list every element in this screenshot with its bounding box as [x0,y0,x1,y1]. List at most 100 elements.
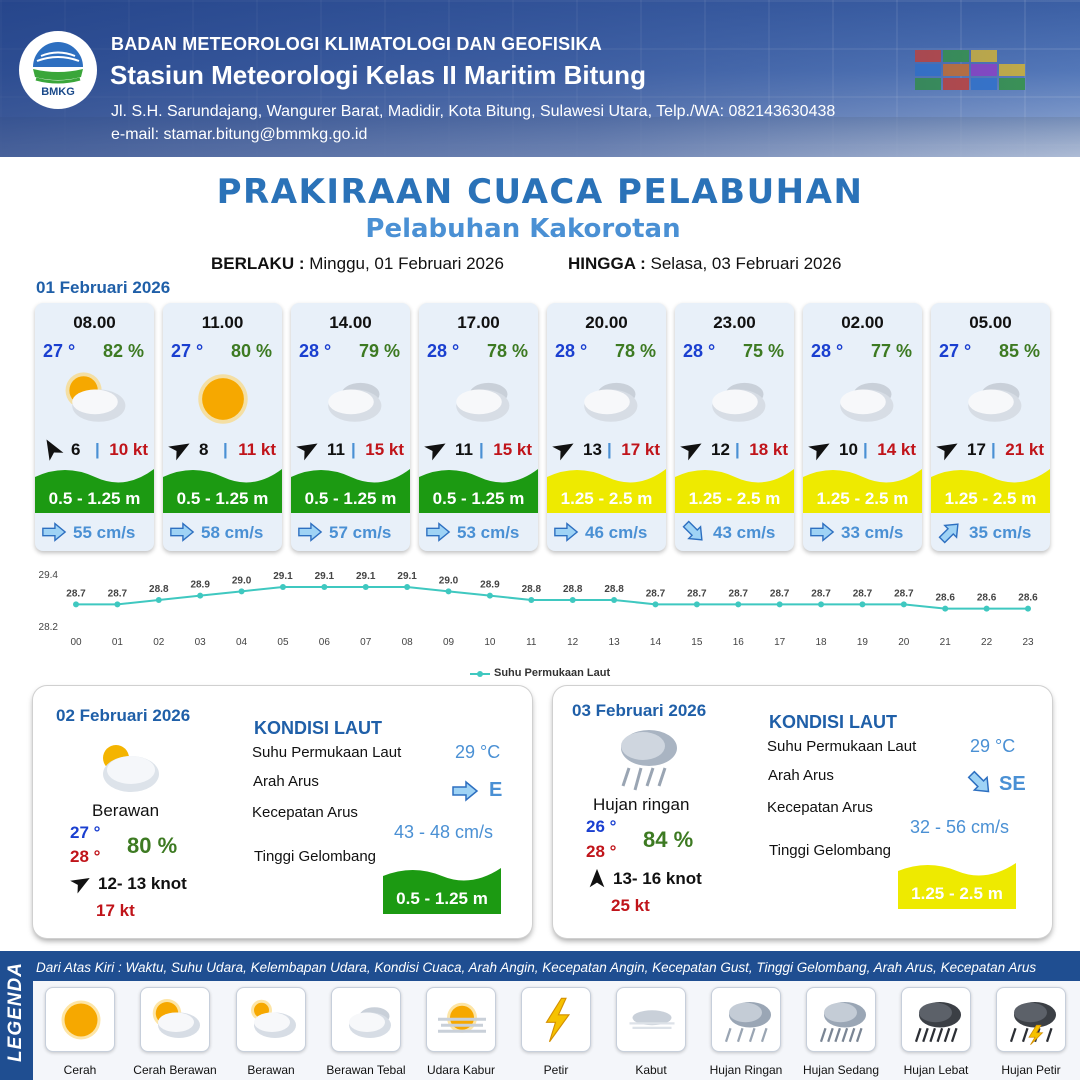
sst-data-point [197,592,204,599]
current-direction-icon [938,523,959,544]
sst-data-label: 28.9 [190,580,210,591]
daily-weather: Hujan ringan [593,795,690,814]
sst-data-label: 28.7 [108,588,128,599]
wind-gust: 10 kt [109,440,148,459]
daily-temp-max: 28 ° [70,847,101,866]
sst-data-label: 28.7 [853,588,873,599]
wind-separator: | [607,440,612,459]
berawan-tebal-icon [584,382,638,422]
wind-speed: 10 [839,440,858,459]
weather-condition [185,367,261,431]
wind-row: 11 | 15 kt [291,437,410,461]
sst-chart: 29.4 28.2 28.7 00 28.7 01 28.8 02 28.9 03 29.0 04 29… [30,560,1050,685]
current-direction-icon [42,522,67,542]
current-row: 35 cm/s [931,519,1050,545]
chart-legend-label: Suhu Permukaan Laut [494,667,611,679]
air-temperature: 28 ° [683,341,716,361]
x-tick-label: 00 [70,637,82,648]
daily-date: 03 Februari 2026 [572,701,707,720]
current-direction-icon [682,520,703,541]
wind-gust: 18 kt [749,440,788,459]
daily-temp-min: 26 ° [586,817,617,836]
sst-data-label: 29.0 [232,575,252,586]
x-tick-label: 20 [898,637,910,648]
legend-side-label: LEGENDA [5,962,26,1062]
sst-data-point [73,601,79,608]
sst-data-point [776,601,783,608]
wind-direction-icon [70,877,90,894]
sst-data-point [983,605,990,612]
current-direction-value: SE [999,773,1026,795]
legend-item-label: Berawan Tebal [326,1063,406,1077]
legend-item-hujan-sedang [806,987,876,1052]
current-row: 57 cm/s [291,519,410,545]
current-direction-icon [554,522,579,542]
wind-speed: 12 [711,440,730,459]
wave-height-graphic [803,469,922,513]
daily-temp-max: 28 ° [586,842,617,861]
sst-data-point [1025,605,1031,612]
sea-condition-heading: KONDISI LAUT [769,712,897,732]
wind-direction-icon [296,443,318,461]
cerah-icon [61,1000,101,1040]
legend-item-label: Kabut [635,1063,667,1077]
wind-row: 6 | 10 kt [35,437,154,461]
valid-from-label: BERLAKU : [211,254,305,273]
sst-data-point [859,601,866,608]
weather-condition [313,367,389,431]
sst-data-point [900,601,907,608]
x-tick-label: 17 [774,637,786,648]
valid-from: BERLAKU : Minggu, 01 Februari 2026 [211,254,504,274]
humidity: 77 % [870,341,912,361]
wind-speed: 8 [199,440,209,459]
x-tick-label: 10 [484,637,496,648]
cerah-icon [198,374,248,424]
sst-data-label: 28.7 [811,588,831,599]
current-speed: 53 cm/s [457,523,520,542]
sst-data-label: 28.7 [646,588,666,599]
wind-speed: 11 [455,440,473,459]
hourly-card: 14.00 28 ° 79 % 11 | 15 kt 0.5 - 1.25 m … [291,303,410,551]
current-speed: 55 cm/s [73,523,136,542]
agency-name: BADAN METEOROLOGI KLIMATOLOGI DAN GEOFIS… [111,34,602,54]
port-name: Pelabuhan Kakorotan [365,214,681,244]
current-direction-icon [298,522,323,542]
wave-height-graphic [675,469,794,513]
wave-height-label: Tinggi Gelombang [769,842,892,859]
daily-gust: 17 kt [96,901,135,920]
x-tick-label: 23 [1022,637,1034,648]
legend-item-cerah [45,987,115,1052]
forecast-time: 23.00 [713,313,756,332]
wind-direction-icon [589,868,605,888]
sst-data-label: 28.8 [149,584,169,595]
wind-separator: | [223,440,228,459]
legend-item-berawan [236,987,306,1052]
weather-condition [697,367,773,431]
sst-data-label: 28.7 [687,588,707,599]
current-speed: 46 cm/s [585,523,648,542]
x-tick-label: 01 [112,637,124,648]
sst-data-point [155,597,162,603]
berawan-icon [103,745,159,792]
wave-height-value: 0.5 - 1.25 m [48,489,141,508]
sst-data-label: 28.8 [604,584,624,595]
legend-item-label: Hujan Petir [1001,1063,1061,1077]
daily-temp-min: 27 ° [70,823,101,842]
chart-legend-swatch [470,669,490,678]
current-direction-icon [810,522,835,542]
sst-data-point [238,588,245,595]
x-tick-label: 16 [733,637,745,648]
wave-height-value: 1.25 - 2.5 m [560,489,653,508]
wave-height-graphic [898,863,1016,909]
wave-height-value: 1.25 - 2.5 m [816,489,909,508]
current-row: 46 cm/s [547,519,666,545]
hourly-card: 20.00 28 ° 78 % 13 | 17 kt 1.25 - 2.5 m … [547,303,666,551]
sst-data-point [445,588,452,595]
humidity: 78 % [614,341,656,361]
sst-label: Suhu Permukaan Laut [767,738,917,755]
wind-direction-icon [936,443,958,461]
legend-item-label: Cerah [63,1063,97,1077]
current-speed: 58 cm/s [201,523,264,542]
x-tick-label: 22 [981,637,993,648]
daily-wind-speed: 13- 16 knot [613,869,702,888]
